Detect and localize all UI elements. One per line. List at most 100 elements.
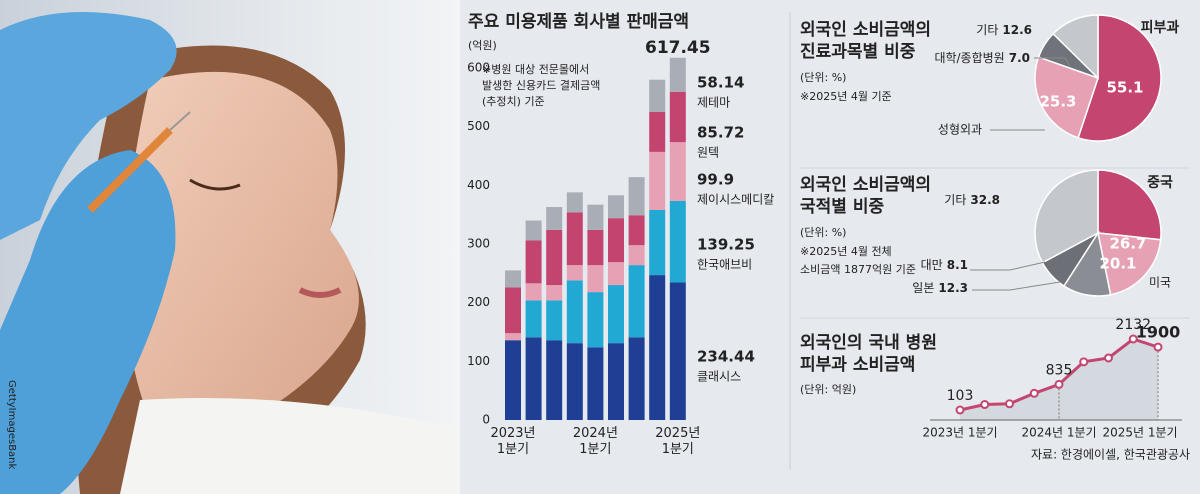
leader-line	[970, 261, 1046, 271]
point	[1079, 357, 1089, 367]
unit: (단위: 억원)	[800, 383, 856, 396]
leader-line	[1034, 57, 1071, 67]
x-tick-label: 2024년 1분기	[572, 426, 618, 457]
y-tick-label: 400	[467, 178, 490, 192]
note: ※2025년 4월 전체	[800, 245, 892, 258]
chart-title: 외국인 소비금액의	[800, 20, 931, 40]
category-label: 대학/종합병원 7.0	[934, 51, 1030, 65]
chart-title: 외국인의 국내 병원	[800, 333, 937, 353]
value-label: 234.44	[697, 348, 755, 366]
value-label: 12.3	[938, 281, 968, 295]
bar-segment	[628, 245, 645, 266]
bar-segment	[649, 275, 666, 420]
glove-bottom	[0, 150, 176, 494]
category-label: 성형외과	[938, 123, 982, 137]
bar-segment	[587, 229, 604, 266]
bar-segment	[505, 287, 521, 334]
value-label: 85.72	[697, 124, 744, 142]
category-label: 대만 8.1	[921, 258, 968, 272]
legend-label: 클래시스	[697, 370, 741, 384]
lips	[298, 287, 342, 298]
x-tick-label: 2023년 1분기	[490, 426, 536, 457]
pie-slice	[1097, 169, 1162, 241]
point	[1153, 342, 1163, 352]
source: 자료: 한경에이셀, 한국관광공사	[1031, 448, 1190, 462]
bar-segment	[566, 343, 583, 420]
pie-slice	[1034, 169, 1099, 264]
category-name: 기타	[944, 193, 966, 207]
legend-label: 제이시스메디칼	[697, 193, 774, 207]
glove-top	[0, 12, 177, 240]
bar-segment	[546, 207, 563, 230]
y-tick-label: 600	[467, 61, 490, 75]
bar-segment	[608, 218, 624, 263]
point	[1104, 353, 1113, 363]
area	[960, 339, 1158, 420]
bar-segment	[587, 347, 604, 420]
bar-segment	[505, 333, 521, 341]
bar-segment	[525, 240, 542, 284]
y-tick-label: 100	[467, 354, 490, 368]
category-name: 대만	[921, 258, 943, 272]
value-label: 8.1	[947, 258, 968, 272]
bar-segment	[669, 282, 686, 420]
bar-segment	[587, 204, 604, 230]
photo: GettyImagesBank	[0, 0, 460, 494]
bar-segment	[546, 300, 563, 341]
bar-segment	[608, 195, 624, 219]
category-label: 중국	[1147, 175, 1173, 191]
x-tick-label: 2024년 1분기	[1021, 426, 1096, 440]
photo-credit: GettyImagesBank	[6, 380, 17, 470]
category-name: 일본	[912, 281, 934, 295]
legend-label: 원텍	[697, 146, 719, 160]
point	[1128, 334, 1138, 344]
value-label: 58.14	[697, 74, 744, 92]
value-label: 2132	[1115, 317, 1151, 333]
note: ※2025년 4월 기준	[800, 90, 892, 103]
bar-segment	[669, 91, 686, 143]
note: 소비금액 1877억원 기준	[800, 263, 916, 276]
legend-label: 한국애브비	[697, 258, 752, 272]
bar-segment	[525, 337, 542, 420]
axis-unit: (억원)	[468, 39, 497, 52]
point	[1005, 399, 1014, 409]
unit: (단위: %)	[800, 226, 846, 239]
category-label: 피부과	[1141, 20, 1180, 36]
value-label: 103	[947, 388, 974, 404]
bar-segment	[525, 220, 542, 241]
chart-title: 피부과 소비금액	[800, 355, 915, 375]
chart-title: 주요 미용제품 회사별 판매금액	[468, 12, 689, 32]
bar-segment	[587, 292, 604, 348]
legend-label: 제테마	[697, 96, 730, 110]
bar-segment	[525, 300, 542, 338]
category-label: 기타 12.6	[976, 23, 1032, 37]
bar-segment	[649, 79, 666, 112]
bar-segment	[628, 337, 645, 420]
bar-segment	[587, 265, 604, 293]
point	[1054, 379, 1064, 389]
chart-title: 진료과목별 비중	[800, 42, 916, 62]
bar-segment	[546, 285, 563, 301]
value-label: 1900	[1136, 323, 1181, 342]
value-label: 20.1	[1099, 255, 1136, 273]
bar-segment	[669, 200, 686, 283]
bar-segment	[608, 262, 624, 286]
bar-segment	[669, 57, 686, 92]
value-label: 7.0	[1009, 51, 1030, 65]
note: ※병원 대상 전문몰에서	[482, 63, 589, 76]
pie-slice	[1097, 232, 1162, 296]
bar-segment	[566, 280, 583, 344]
point	[980, 400, 990, 410]
point	[955, 405, 965, 415]
bar-segment	[608, 285, 624, 344]
bar-segment	[649, 112, 666, 152]
bar-segment	[566, 212, 583, 266]
y-tick-label: 200	[467, 295, 490, 309]
bar-segment	[546, 229, 563, 286]
value-label: 99.9	[697, 171, 734, 189]
bar-segment	[505, 270, 521, 288]
chart-title: 국적별 비중	[800, 197, 884, 217]
value-label: 139.25	[697, 236, 755, 254]
